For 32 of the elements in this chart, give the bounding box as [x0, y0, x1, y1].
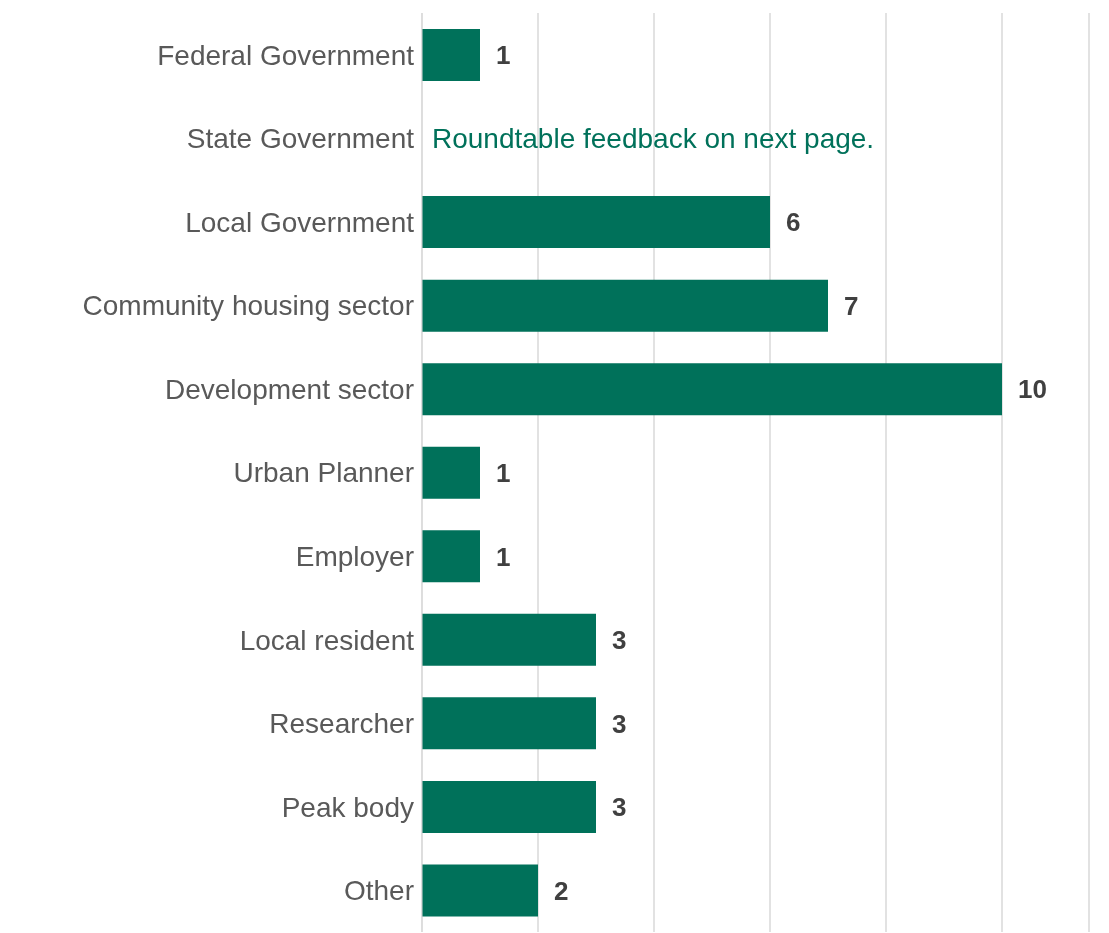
bar — [422, 196, 770, 249]
y-tick-label: Peak body — [281, 791, 414, 823]
y-tick-label: State Government — [186, 123, 415, 155]
bar — [422, 613, 596, 666]
y-tick-label: Other — [343, 875, 414, 907]
data-label: 10 — [1018, 374, 1047, 405]
bar — [422, 530, 480, 583]
annotation: Roundtable feedback on next page. — [432, 123, 875, 155]
bar — [422, 279, 828, 332]
y-tick-label: Development sector — [164, 373, 414, 405]
y-tick-label: Researcher — [269, 708, 414, 740]
y-tick-label: Employer — [295, 540, 414, 572]
y-tick-label: Local resident — [239, 624, 415, 656]
data-label: 6 — [786, 207, 801, 238]
data-label: 7 — [844, 290, 859, 321]
y-tick-label: Federal Government — [157, 39, 415, 71]
bar — [422, 446, 480, 499]
data-label: 1 — [496, 541, 511, 572]
y-tick-label: Local Government — [185, 206, 415, 238]
data-label: 3 — [612, 625, 627, 656]
bar — [422, 780, 596, 833]
bar — [422, 864, 538, 917]
y-tick-label: Community housing sector — [82, 290, 414, 322]
bar — [422, 697, 596, 750]
data-label: 1 — [496, 40, 511, 71]
data-label: 3 — [612, 708, 627, 739]
bar — [422, 29, 480, 81]
data-label: 1 — [496, 457, 511, 488]
data-label: 3 — [612, 792, 627, 823]
bar — [422, 363, 1002, 416]
data-label: 2 — [554, 875, 569, 906]
y-tick-label: Urban Planner — [233, 457, 414, 489]
